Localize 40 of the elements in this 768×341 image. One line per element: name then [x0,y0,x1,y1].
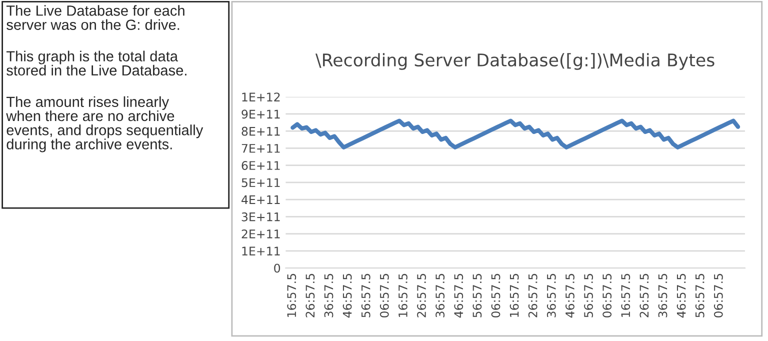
x-tick-label: 06:57.5 [602,274,612,318]
x-tick-label: 36:57.5 [436,274,445,318]
y-tick-label: 8E+11 [242,126,280,136]
y-tick-label: 1E+11 [242,246,280,256]
x-tick-label: 16:57.5 [287,274,296,317]
x-tick-label: 26:57.5 [528,274,538,318]
x-tick-label: 16:57.5 [398,274,408,317]
x-tick-label: 46:57.5 [454,274,464,318]
y-tick-label: 1E+12 [242,92,280,102]
line-series [290,118,740,150]
x-tick-label: 06:57.5 [380,274,389,318]
x-tick-label: 56:57.5 [472,274,482,318]
x-tick-label: 56:57.5 [695,274,704,318]
text: The Live Database for each server was on the G: drive. [6,5,184,30]
chart-title: \Recording Server Database([g:])\Media Bytes [315,53,714,70]
x-tick-label: 26:57.5 [640,274,649,318]
y-tick-label: 5E+11 [242,178,280,188]
y-tick-label: 3E+11 [242,212,280,222]
text: This graph is the total data stored in the Live Database. [6,50,186,76]
x-tick-label: 26:57.5 [417,274,426,318]
x-tick-label: 16:57.5 [510,274,519,317]
x-tick-label: 26:57.5 [306,274,315,318]
y-tick-label: 9E+11 [242,110,280,119]
x-tick-label: 06:57.5 [714,274,723,318]
y-tick-label: 2E+11 [242,230,280,238]
y-tick-label: 4E+11 [242,195,280,204]
x-tick-label: 36:57.5 [324,274,334,318]
x-tick-label: 46:57.5 [565,274,574,318]
y-tick-label: 0 [274,264,280,273]
x-tick-label: 36:57.5 [658,274,668,318]
y-tick-label: 7E+11 [242,144,280,153]
x-tick-label: 56:57.5 [584,274,593,318]
x-tick-label: 56:57.5 [361,274,370,318]
text: The amount rises linearly when there are no archive events, and drops sequentially during the archive events. [6,96,204,152]
x-tick-label: 46:57.5 [342,274,352,318]
x-tick-label: 06:57.5 [491,274,500,318]
y-tick-label: 6E+11 [242,161,280,170]
x-tick-label: 36:57.5 [546,274,556,318]
x-tick-label: 46:57.5 [676,274,686,318]
x-tick-label: 16:57.5 [621,274,630,317]
